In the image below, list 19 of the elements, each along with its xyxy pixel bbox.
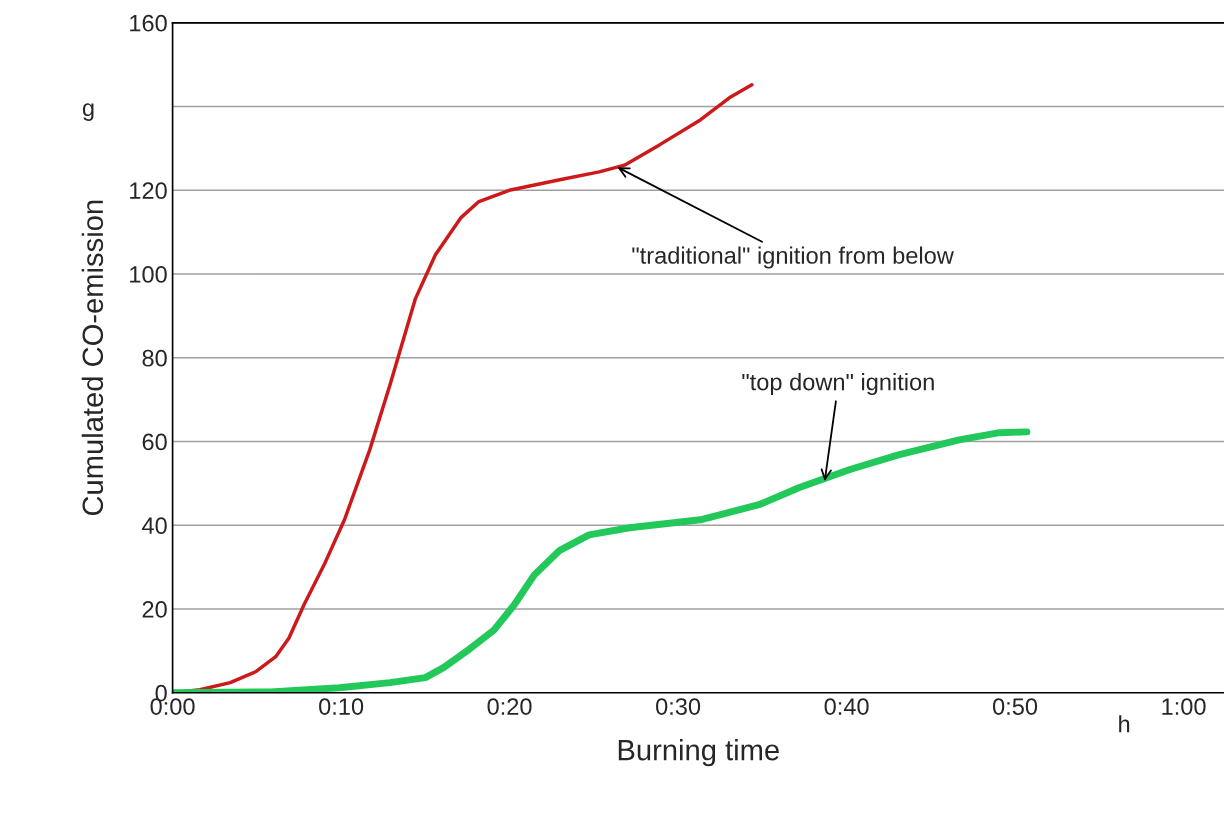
- y-tick-label: 120: [130, 182, 167, 200]
- y-tick-label: 80: [142, 349, 167, 367]
- y-tick-label: 60: [142, 433, 167, 451]
- x-axis-title: Burning time: [618, 739, 779, 767]
- text: g: [82, 103, 94, 121]
- x-tick-label: 1:00: [1162, 698, 1206, 715]
- x-tick-label: 0:10: [319, 698, 364, 715]
- text: h: [1119, 715, 1130, 733]
- y-tick-label: 40: [142, 517, 167, 535]
- y-tick-label: 20: [142, 601, 167, 618]
- annotation: "traditional" ignition from below: [632, 246, 954, 269]
- x-tick-label: 0:50: [992, 698, 1038, 715]
- annotation: "top down" ignition: [742, 373, 934, 396]
- x-tick-label: 0:40: [824, 698, 869, 715]
- y-tick-label: 100: [130, 266, 167, 283]
- x-tick-label: 0:30: [656, 698, 701, 715]
- y-tick-label: 160: [130, 14, 167, 32]
- x-tick-label: 0:20: [487, 698, 532, 715]
- y-axis-title: Cumulated CO-emission: [81, 200, 104, 516]
